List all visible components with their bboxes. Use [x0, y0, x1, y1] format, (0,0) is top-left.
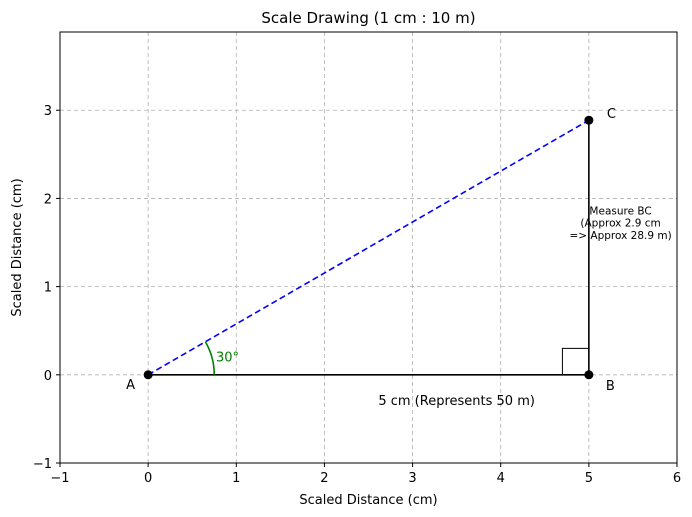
point-label-c: C	[607, 107, 616, 122]
x-tick-label: 5	[585, 471, 593, 486]
angle-arc	[204, 341, 216, 375]
angle-label: 30°	[216, 351, 239, 366]
chart-title: Scale Drawing (1 cm : 10 m)	[261, 9, 475, 27]
point-b	[584, 370, 594, 380]
axis-ticks: −1 0 1 2 3 4 5 6 −1 0 1 2 3	[33, 104, 681, 486]
x-tick-label: 2	[320, 471, 328, 486]
right-angle-marker	[561, 347, 589, 375]
y-tick-label: −1	[33, 457, 52, 472]
x-axis-label: Scaled Distance (cm)	[299, 493, 437, 508]
bc-note-line-1: Measure BC	[589, 205, 651, 217]
triangle-drawing	[143, 115, 594, 380]
y-tick-label: 3	[44, 104, 52, 119]
y-tick-label: 1	[44, 281, 52, 296]
y-tick-label: 0	[44, 369, 52, 384]
segment-ac	[147, 119, 590, 376]
grid	[60, 32, 677, 463]
x-tick-label: 4	[497, 471, 505, 486]
x-tick-label: 0	[144, 471, 152, 486]
point-c	[584, 115, 594, 125]
point-a	[143, 370, 153, 380]
point-label-a: A	[126, 378, 135, 393]
segment-ab-label: 5 cm (Represents 50 m)	[378, 394, 535, 409]
y-tick-label: 2	[44, 192, 52, 207]
x-tick-label: 3	[408, 471, 416, 486]
x-tick-label: 6	[673, 471, 681, 486]
bc-note-line-2: (Approx 2.9 cm	[580, 218, 660, 230]
x-tick-label: −1	[50, 471, 69, 486]
plot-frame	[59, 31, 678, 464]
x-tick-label: 1	[232, 471, 240, 486]
bc-note-line-3: => Approx 28.9 m)	[569, 230, 671, 242]
y-axis-label: Scaled Distance (cm)	[10, 178, 25, 316]
point-label-b: B	[606, 379, 615, 394]
